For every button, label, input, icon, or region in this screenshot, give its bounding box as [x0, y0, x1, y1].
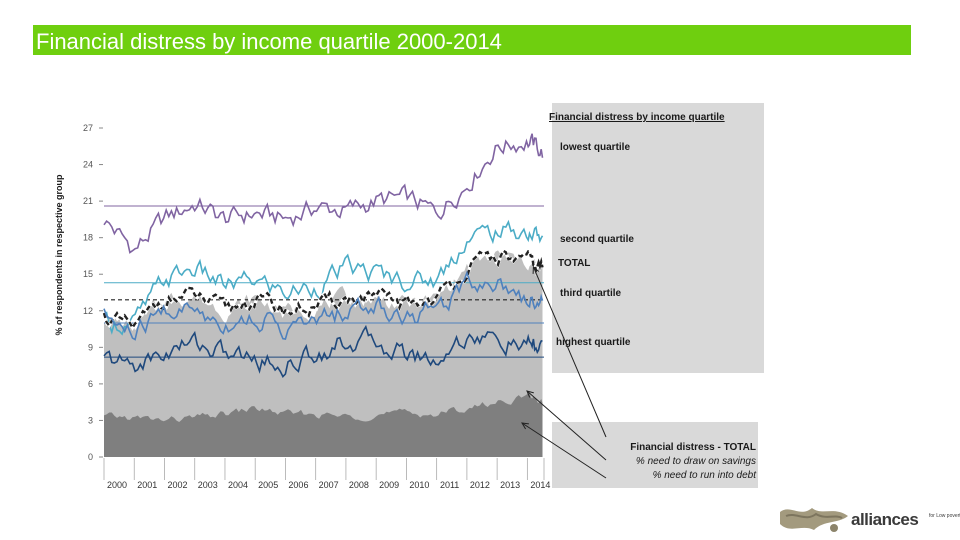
legend-panel-total: Financial distress - TOTAL % need to dra… [552, 422, 758, 488]
y-tick-label: 18 [83, 233, 93, 243]
x-tick-label: 2010 [409, 480, 429, 490]
y-tick-label: 12 [83, 306, 93, 316]
x-tick-label: 2007 [319, 480, 339, 490]
series-line-4 [103, 324, 543, 378]
series-line-0 [103, 133, 544, 254]
y-axis-title: % of respondents in respective group [54, 174, 64, 336]
x-tick-label: 2011 [440, 480, 459, 490]
annotation-arrowhead [526, 390, 534, 398]
y-tick-label: 3 [88, 415, 93, 425]
x-tick-label: 2001 [137, 480, 157, 490]
series-line-total [102, 249, 544, 331]
series-line-3 [103, 270, 544, 341]
x-tick-label: 2009 [379, 480, 399, 490]
x-tick-label: 2002 [167, 480, 187, 490]
x-tick-label: 2014 [530, 480, 550, 490]
annotation-arrow [521, 422, 607, 479]
y-tick-label: 15 [83, 269, 93, 279]
legend-title: Financial distress by income quartile [549, 112, 725, 123]
logo-tagline: for Low poverty [929, 513, 960, 519]
legend-label: lowest quartile [560, 142, 630, 153]
annotation-arrowhead [521, 422, 529, 430]
annotation-arrow [532, 266, 607, 438]
y-tick-label: 27 [83, 123, 93, 133]
alliances-logo: alliances for Low poverty [776, 502, 960, 538]
page-title: Financial distress by income quartile 20… [36, 29, 502, 54]
legend-label: third quartile [560, 288, 622, 299]
y-tick-label: 6 [88, 379, 93, 389]
legend2-title: Financial distress - TOTAL [630, 442, 756, 453]
legend2-panel-bg [552, 422, 758, 488]
legend-label: highest quartile [556, 337, 631, 348]
y-tick-label: 0 [88, 452, 93, 462]
series-line-1 [103, 219, 544, 336]
logo-mark-icon [780, 508, 848, 532]
x-tick-label: 2006 [288, 480, 308, 490]
x-tick-label: 2003 [198, 480, 218, 490]
legend-panel-bg [552, 103, 764, 373]
x-tick-label: 2004 [228, 480, 248, 490]
annotation-arrowhead [532, 265, 540, 274]
x-tick-label: 2008 [349, 480, 369, 490]
x-tick-label: 2012 [470, 480, 490, 490]
x-tick-label: 2005 [258, 480, 278, 490]
logo-wordmark: alliances [851, 510, 919, 529]
y-tick-label: 21 [83, 196, 93, 206]
legend-panel-quartiles: Financial distress by income quartile [549, 103, 764, 373]
legend2-item-savings: % need to draw on savings [636, 456, 756, 467]
y-tick-label: 9 [88, 342, 93, 352]
legend2-item-debt: % need to run into debt [653, 470, 758, 481]
area-debt [104, 392, 543, 457]
x-tick-label: 2013 [500, 480, 520, 490]
legend-label: TOTAL [558, 258, 590, 269]
legend-label: second quartile [560, 234, 634, 245]
x-tick-label: 2000 [107, 480, 127, 490]
title-banner: Financial distress by income quartile 20… [33, 25, 911, 55]
y-tick-label: 24 [83, 160, 93, 170]
annotation-arrow [526, 390, 607, 461]
